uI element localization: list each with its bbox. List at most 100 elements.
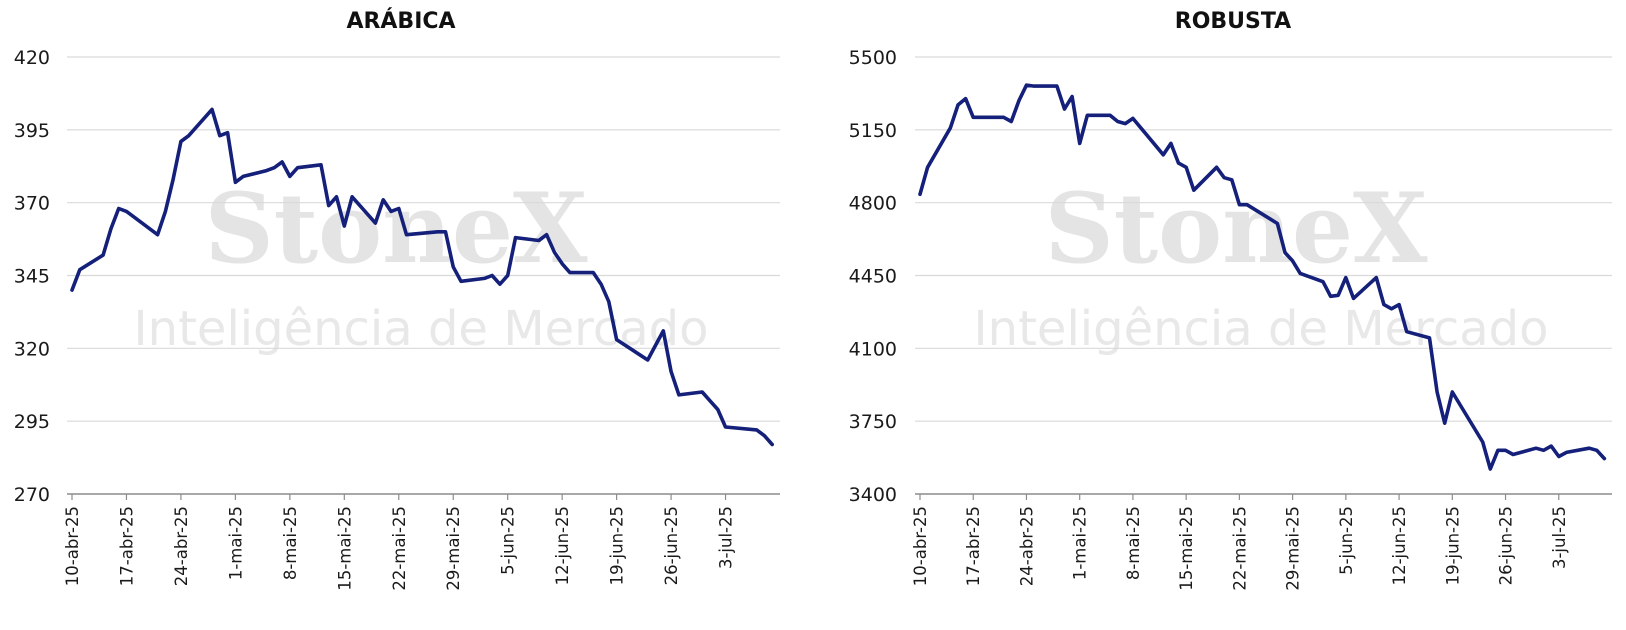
data-point <box>444 230 447 233</box>
data-point <box>397 207 400 210</box>
data-point <box>553 251 556 254</box>
watermark-brand: StoneX <box>204 172 588 285</box>
data-point <box>265 169 268 172</box>
data-point <box>1489 467 1492 471</box>
data-point <box>1321 280 1325 283</box>
data-point <box>654 344 657 347</box>
data-point <box>1108 114 1112 117</box>
data-point <box>1032 84 1036 88</box>
data-point <box>1435 390 1439 394</box>
x-tick-label: 15-mai-25 <box>335 506 354 591</box>
data-point <box>1276 222 1279 225</box>
x-tick-label: 22-mai-25 <box>1230 506 1249 591</box>
series-points <box>918 83 1606 471</box>
data-point <box>1215 166 1218 169</box>
data-point <box>1344 276 1348 279</box>
data-point <box>1169 142 1173 145</box>
x-tick-label: 1-mai-25 <box>1071 506 1090 580</box>
data-point <box>210 108 214 111</box>
data-point <box>226 131 229 134</box>
data-point <box>1550 444 1553 448</box>
data-point <box>335 195 338 198</box>
x-tick-label: 17-abr-25 <box>117 506 136 586</box>
x-tick-label: 17-abr-25 <box>964 506 983 586</box>
data-point <box>514 236 517 239</box>
data-point <box>979 116 982 119</box>
data-point <box>1010 120 1013 123</box>
data-point <box>179 140 183 143</box>
data-point <box>1116 120 1119 123</box>
data-point <box>280 160 284 164</box>
data-point <box>234 181 237 184</box>
data-point <box>716 408 719 411</box>
data-point <box>568 271 572 274</box>
y-tick-label: 395 <box>14 120 50 142</box>
x-tick-label: 26-jun-25 <box>662 506 681 585</box>
x-tick-label: 22-mai-25 <box>390 506 409 591</box>
data-point <box>615 338 618 341</box>
data-point <box>1055 84 1059 88</box>
data-point <box>1588 447 1591 450</box>
data-point <box>1603 457 1606 460</box>
data-point <box>296 166 299 169</box>
data-point <box>327 204 330 207</box>
chart-title: ARÁBICA <box>346 8 455 34</box>
x-tick-label: 5-jun-25 <box>1337 506 1356 575</box>
data-point <box>701 390 704 394</box>
y-tick-label: 4100 <box>849 338 897 360</box>
x-tick-label: 10-abr-25 <box>63 506 82 586</box>
data-point <box>436 230 439 233</box>
data-point <box>1397 303 1401 306</box>
data-point <box>1375 276 1378 279</box>
data-point <box>662 329 665 333</box>
data-point <box>1595 449 1599 452</box>
data-point <box>459 280 463 283</box>
data-point <box>78 268 82 271</box>
data-point <box>1017 99 1021 102</box>
data-point <box>1443 422 1446 425</box>
data-point <box>187 134 190 137</box>
data-point <box>483 277 486 280</box>
data-point <box>343 224 346 228</box>
data-point <box>1078 142 1081 145</box>
data-point <box>545 233 548 236</box>
data-point <box>1337 294 1340 297</box>
data-point <box>1329 295 1332 298</box>
data-point <box>1086 114 1089 117</box>
data-point <box>964 97 967 100</box>
data-point <box>1504 449 1507 452</box>
data-point <box>561 262 564 265</box>
data-point <box>599 283 603 286</box>
data-point <box>101 253 105 257</box>
data-point <box>1162 153 1165 156</box>
x-tick-label: 24-abr-25 <box>1017 506 1036 586</box>
data-point <box>1496 449 1500 452</box>
data-point <box>1382 303 1386 306</box>
data-point <box>109 227 113 231</box>
data-point <box>1245 203 1249 206</box>
x-tick-label: 3-jul-25 <box>717 506 736 569</box>
data-point <box>918 193 922 196</box>
y-tick-label: 270 <box>14 484 50 506</box>
data-point <box>1542 449 1545 452</box>
data-point <box>506 274 509 277</box>
y-tick-label: 4450 <box>849 266 897 288</box>
x-tick-label: 10-abr-25 <box>911 506 930 586</box>
data-point <box>498 283 502 286</box>
data-point <box>669 370 673 373</box>
data-point <box>1063 107 1066 111</box>
data-point <box>1070 95 1074 98</box>
x-tick-label: 29-mai-25 <box>1284 506 1303 591</box>
x-tick-label: 1-mai-25 <box>226 506 245 580</box>
data-point <box>382 198 385 201</box>
data-point <box>1428 336 1431 340</box>
data-point <box>1238 203 1241 206</box>
x-tick-label: 26-jun-25 <box>1497 506 1516 585</box>
data-point <box>273 166 276 169</box>
data-point <box>1223 176 1226 179</box>
chart-title: ROBUSTA <box>1175 9 1291 34</box>
